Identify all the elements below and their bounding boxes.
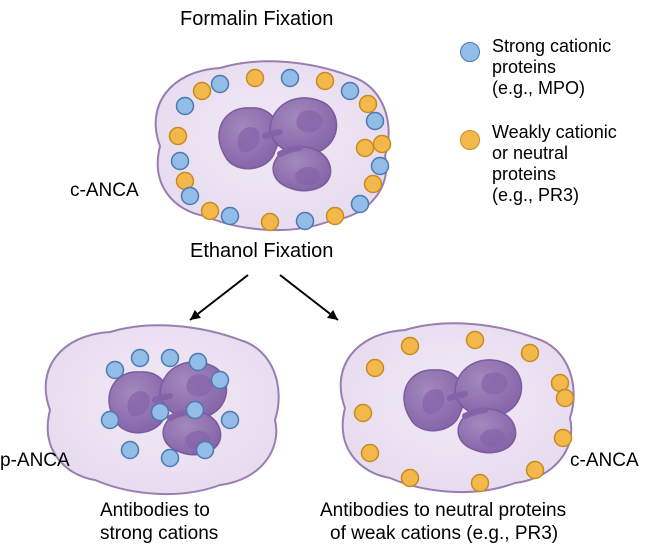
orange-dot xyxy=(374,136,391,153)
orange-dot xyxy=(355,405,372,422)
orange-dot xyxy=(362,445,379,462)
blue-dot xyxy=(367,113,384,130)
legend-blue-dot xyxy=(460,42,480,62)
blue-dot xyxy=(297,213,314,230)
orange-dot xyxy=(247,70,264,87)
orange-dot xyxy=(202,203,219,220)
blue-dot xyxy=(162,450,179,467)
blue-dot xyxy=(352,196,369,213)
orange-dot xyxy=(327,208,344,225)
orange-dot xyxy=(317,73,334,90)
blue-dot xyxy=(132,350,149,367)
legend-orange-l2: or neutral xyxy=(492,143,568,164)
orange-dot xyxy=(402,470,419,487)
label-panca: p-ANCA xyxy=(0,450,70,472)
orange-dot xyxy=(402,338,419,355)
legend-orange-l1: Weakly cationic xyxy=(492,122,617,143)
title-ethanol: Ethanol Fixation xyxy=(190,240,333,263)
caption-right-l2: of weak cations (e.g., PR3) xyxy=(330,523,558,545)
legend-orange-dot xyxy=(460,130,480,150)
blue-dot xyxy=(162,350,179,367)
orange-dot xyxy=(557,390,574,407)
orange-dot xyxy=(194,83,211,100)
orange-dot xyxy=(367,360,384,377)
blue-dot xyxy=(102,412,119,429)
blue-dot xyxy=(172,153,189,170)
orange-dot xyxy=(360,96,377,113)
caption-left-l1: Antibodies to xyxy=(100,500,210,522)
blue-dot xyxy=(212,76,229,93)
blue-dot xyxy=(122,442,139,459)
orange-dot xyxy=(555,430,572,447)
legend-orange-l4: (e.g., PR3) xyxy=(492,185,579,206)
blue-dot xyxy=(282,70,299,87)
blue-dot xyxy=(190,354,207,371)
legend-blue-l3: (e.g., MPO) xyxy=(492,78,585,99)
caption-left-l2: strong cations xyxy=(100,523,218,545)
blue-dot xyxy=(372,158,389,175)
orange-dot xyxy=(262,214,279,231)
blue-dot xyxy=(212,372,229,389)
blue-dot xyxy=(342,83,359,100)
legend-orange-l3: proteins xyxy=(492,164,556,185)
blue-dot xyxy=(182,188,199,205)
cell-top xyxy=(130,36,390,236)
title-formalin: Formalin Fixation xyxy=(180,8,333,31)
legend-blue-l1: Strong cationic xyxy=(492,36,611,57)
cell-bottom-right xyxy=(315,298,575,498)
orange-dot xyxy=(522,345,539,362)
label-canca-bottom: c-ANCA xyxy=(570,450,639,472)
orange-dot xyxy=(527,462,544,479)
orange-dot xyxy=(365,176,382,193)
orange-dot xyxy=(170,128,187,145)
blue-dot xyxy=(177,98,194,115)
label-canca-top: c-ANCA xyxy=(70,180,139,202)
orange-dot xyxy=(472,475,489,492)
orange-dot xyxy=(467,332,484,349)
legend-blue-l2: proteins xyxy=(492,57,556,78)
blue-dot xyxy=(197,442,214,459)
caption-right-l1: Antibodies to neutral proteins xyxy=(320,500,566,522)
blue-dot xyxy=(222,412,239,429)
blue-dot xyxy=(152,404,169,421)
blue-dot xyxy=(187,402,204,419)
blue-dot xyxy=(222,208,239,225)
orange-dot xyxy=(357,140,374,157)
blue-dot xyxy=(107,362,124,379)
